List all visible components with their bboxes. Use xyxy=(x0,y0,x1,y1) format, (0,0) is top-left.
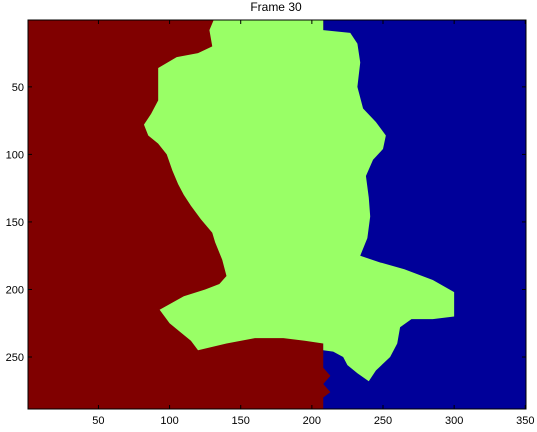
y-axis-ticks: 50 100 150 200 250 xyxy=(6,82,526,364)
x-tick-label: 50 xyxy=(92,415,104,427)
plot-frame xyxy=(27,19,527,410)
x-tick-label: 300 xyxy=(445,415,463,427)
y-tick-label: 50 xyxy=(12,82,24,94)
region-green xyxy=(143,20,455,382)
x-tick-label: 100 xyxy=(160,415,178,427)
image-regions xyxy=(28,20,526,409)
x-tick-label: 150 xyxy=(232,415,250,427)
y-tick-label: 250 xyxy=(6,352,24,364)
x-tick-label: 350 xyxy=(516,415,534,427)
x-tick-label: 200 xyxy=(303,415,321,427)
y-tick-label: 100 xyxy=(6,149,24,161)
y-tick-label: 200 xyxy=(6,284,24,296)
chart-title: Frame 30 xyxy=(250,0,302,14)
x-axis-ticks: 50 100 150 200 250 300 350 xyxy=(92,20,534,427)
y-tick-label: 150 xyxy=(6,217,24,229)
x-tick-label: 250 xyxy=(374,415,392,427)
